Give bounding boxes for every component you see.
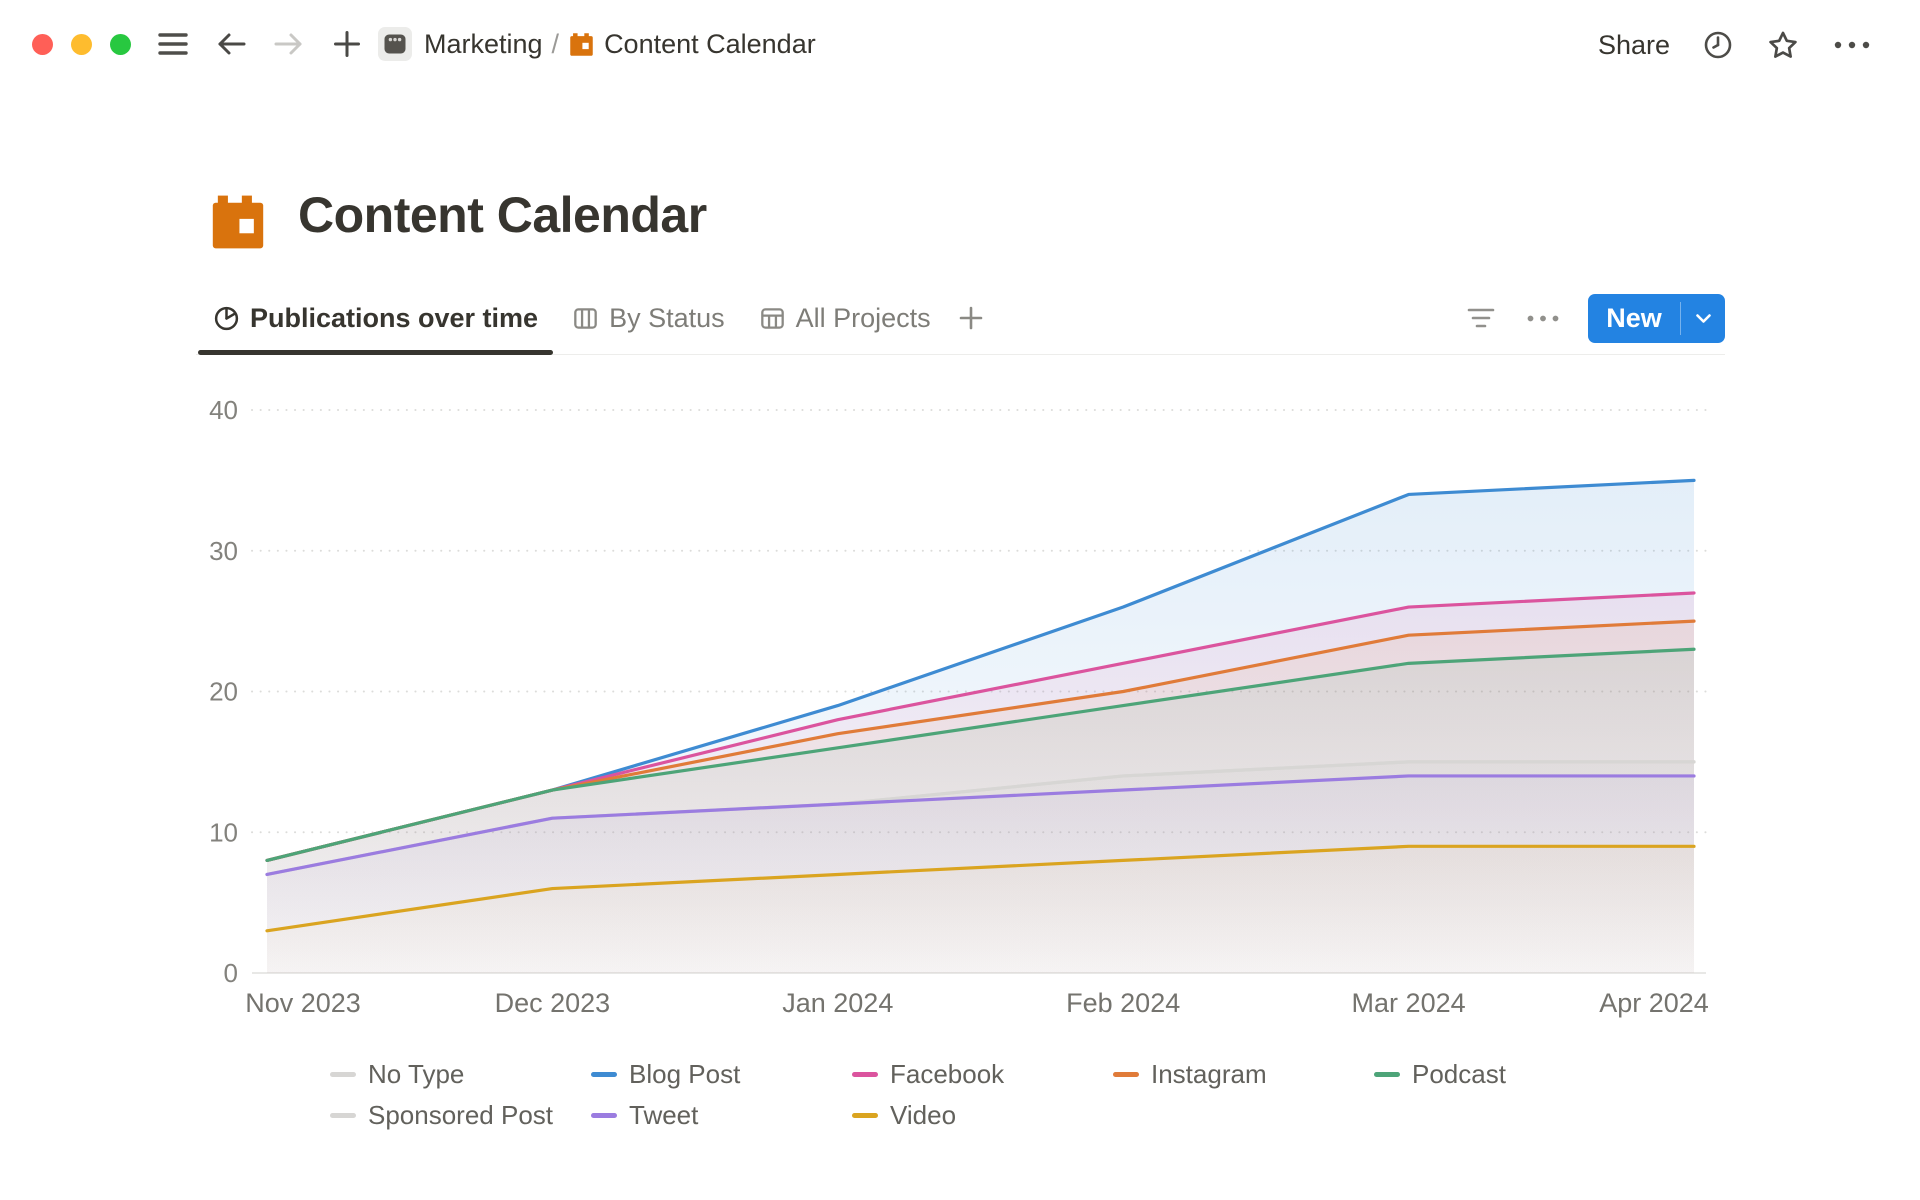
new-button-label[interactable]: New	[1606, 302, 1662, 333]
more-options-button[interactable]	[1832, 29, 1872, 61]
hamburger-icon	[158, 33, 188, 55]
chart-legend: No Type Blog Post Facebook Instagram Podcast…	[330, 1058, 1635, 1130]
breadcrumb-page[interactable]: Content Calendar	[604, 28, 816, 59]
ellipsis-icon	[1527, 315, 1559, 321]
x-axis-tick-label: Dec 2023	[495, 988, 611, 1018]
nav-back-button[interactable]	[214, 28, 250, 60]
tab-label: Publications over time	[250, 302, 539, 333]
page-title[interactable]: Content Calendar	[298, 187, 707, 243]
star-icon	[1769, 31, 1797, 58]
y-axis-tick-label: 0	[224, 958, 238, 988]
workspace-thumbnail[interactable]	[378, 27, 412, 61]
legend-swatch	[1374, 1071, 1400, 1077]
legend-item-blog-post[interactable]: Blog Post	[591, 1058, 852, 1089]
window-zoom-button[interactable]	[110, 34, 131, 55]
legend-label: No Type	[368, 1058, 465, 1089]
legend-swatch	[330, 1071, 356, 1077]
new-button-dropdown[interactable]	[1681, 294, 1725, 343]
add-view-button[interactable]	[952, 299, 990, 337]
legend-swatch	[1113, 1071, 1139, 1077]
breadcrumb: Marketing / Content Calendar	[424, 26, 816, 62]
new-button[interactable]: New	[1588, 293, 1725, 343]
share-button[interactable]: Share	[1598, 29, 1671, 60]
plus-icon	[959, 306, 982, 330]
page-icon-calendar[interactable]	[209, 192, 267, 252]
view-options-button[interactable]	[1524, 301, 1562, 335]
history-button[interactable]	[1702, 29, 1734, 61]
table-icon	[760, 307, 784, 329]
plus-icon	[334, 31, 360, 57]
tab-by-status[interactable]: By Status	[555, 282, 742, 354]
filter-sort-button[interactable]	[1464, 301, 1498, 335]
tab-label: By Status	[609, 302, 725, 333]
x-axis-tick-label: Apr 2024	[1599, 988, 1709, 1018]
y-axis-tick-label: 20	[209, 677, 238, 707]
arrow-left-icon	[218, 33, 246, 55]
y-axis-tick-label: 10	[209, 817, 238, 847]
publications-chart: 0 10 20 30 40 Nov 2023 Dec 2023 Jan 2024 Feb 202…	[0, 370, 1920, 1060]
window-close-button[interactable]	[32, 34, 53, 55]
legend-label: Sponsored Post	[368, 1099, 554, 1130]
tab-all-projects[interactable]: All Projects	[742, 282, 948, 354]
y-axis-tick-label: 30	[209, 536, 238, 566]
legend-swatch	[852, 1112, 878, 1118]
view-tab-bar: Publications over time By Status	[196, 282, 1725, 355]
sidebar-toggle-button[interactable]	[156, 29, 190, 59]
ellipsis-icon	[1834, 41, 1870, 49]
breadcrumb-separator: /	[551, 28, 560, 59]
series-line-tweet	[265, 774, 1696, 877]
tab-label: All Projects	[795, 302, 931, 333]
window-topbar: Marketing / Content Calendar Share	[0, 0, 1920, 88]
pie-chart-icon	[214, 306, 239, 330]
x-axis-tick-label: Nov 2023	[245, 988, 361, 1018]
new-button-divider	[1680, 301, 1681, 335]
window-minimize-button[interactable]	[71, 34, 92, 55]
legend-label: Facebook	[890, 1058, 1005, 1089]
legend-label: Tweet	[629, 1099, 699, 1130]
legend-swatch	[591, 1071, 617, 1077]
legend-swatch	[591, 1112, 617, 1118]
calendar-icon	[212, 195, 264, 249]
legend-item-podcast[interactable]: Podcast	[1374, 1058, 1635, 1089]
legend-item-video[interactable]: Video	[852, 1099, 1113, 1130]
legend-swatch	[852, 1071, 878, 1077]
projects-board-icon	[384, 34, 406, 54]
filter-icon	[1467, 308, 1495, 328]
legend-item-tweet[interactable]: Tweet	[591, 1099, 852, 1130]
legend-label: Video	[890, 1099, 957, 1130]
legend-label: Podcast	[1412, 1058, 1506, 1089]
view-toolbar: New	[1464, 293, 1725, 343]
legend-item-no-type[interactable]: No Type	[330, 1058, 591, 1089]
y-axis-tick-label: 40	[209, 395, 238, 425]
x-axis-tick-label: Feb 2024	[1066, 988, 1180, 1018]
legend-item-facebook[interactable]: Facebook	[852, 1058, 1113, 1089]
new-page-button[interactable]	[330, 28, 364, 60]
series-area-video	[267, 846, 1694, 973]
topbar-actions: Share	[1598, 26, 1872, 64]
x-axis-tick-label: Jan 2024	[782, 988, 893, 1018]
favorite-button[interactable]	[1766, 28, 1800, 62]
chevron-down-icon	[1695, 313, 1711, 323]
breadcrumb-workspace[interactable]: Marketing	[424, 28, 543, 59]
legend-item-instagram[interactable]: Instagram	[1113, 1058, 1374, 1089]
series-line-podcast	[265, 647, 1696, 863]
clock-icon	[1704, 31, 1732, 59]
nav-forward-button[interactable]	[270, 28, 306, 60]
publications-chart-canvas: 0 10 20 30 40 Nov 2023 Dec 2023 Jan 2024 Feb 202…	[209, 395, 1709, 1018]
tab-publications-over-time[interactable]: Publications over time	[196, 282, 555, 355]
legend-swatch	[330, 1112, 356, 1118]
legend-item-sponsored-post[interactable]: Sponsored Post	[330, 1099, 591, 1130]
calendar-icon	[570, 32, 593, 56]
series-line-video	[265, 844, 1696, 933]
board-columns-icon	[574, 307, 597, 329]
x-axis-tick-label: Mar 2024	[1352, 988, 1466, 1018]
legend-label: Instagram	[1151, 1058, 1267, 1089]
arrow-right-icon	[274, 33, 302, 55]
legend-label: Blog Post	[629, 1058, 741, 1089]
